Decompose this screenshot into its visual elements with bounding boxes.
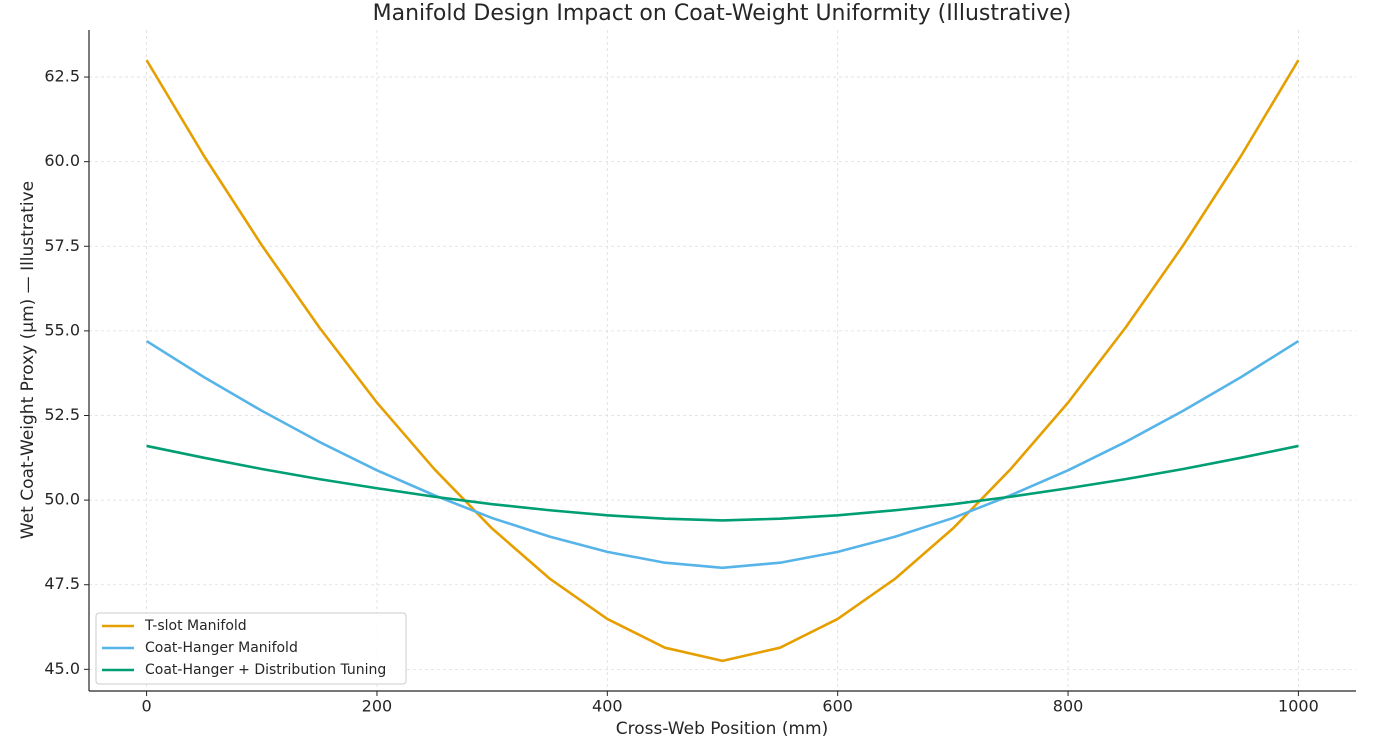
y-tick-label: 55.0 xyxy=(44,320,80,339)
x-tick-label: 0 xyxy=(141,697,151,716)
y-tick-label: 62.5 xyxy=(44,67,80,86)
legend: T-slot Manifold Coat-Hanger Manifold Coat-… xyxy=(95,612,407,685)
y-tick-label: 50.0 xyxy=(44,490,80,509)
legend-label: Coat-Hanger + Distribution Tuning xyxy=(145,662,386,678)
x-tick-label: 600 xyxy=(822,697,853,716)
y-tick-label: 52.5 xyxy=(44,405,80,424)
x-tick-label: 400 xyxy=(592,697,623,716)
y-tick-label: 47.5 xyxy=(44,574,80,593)
data-line xyxy=(145,339,1300,570)
legend-box xyxy=(95,612,407,685)
legend-label: T-slot Manifold xyxy=(144,618,247,634)
chart-title: Manifold Design Impact on Coat-Weight Un… xyxy=(373,1,1072,26)
y-tick-label: 45.0 xyxy=(44,659,80,678)
y-tick-label: 60.0 xyxy=(44,151,80,170)
data-line xyxy=(145,59,1300,663)
data-line xyxy=(146,444,1299,522)
x-axis-label: Cross-Web Position (mm) xyxy=(616,719,829,739)
y-tick-label: 57.5 xyxy=(44,236,80,255)
y-axis-label: Wet Coat-Weight Proxy (µm) — Illustrativ… xyxy=(18,181,38,539)
legend-label: Coat-Hanger Manifold xyxy=(145,640,298,656)
x-tick-label: 800 xyxy=(1053,697,1084,716)
x-tick-label: 1000 xyxy=(1278,697,1319,716)
x-tick-label: 200 xyxy=(362,697,393,716)
